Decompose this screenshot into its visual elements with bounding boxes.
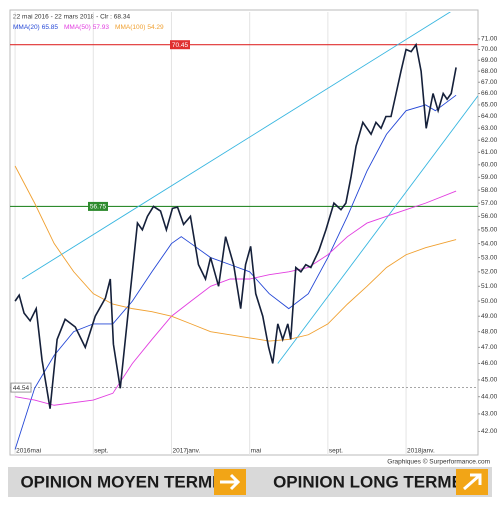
opinion-bar (8, 467, 492, 497)
y-tick-label: 66.00 (481, 90, 498, 97)
x-tick-label: sept. (329, 448, 343, 455)
legend-name: MMA(100) (115, 24, 145, 31)
y-tick-label: 52.00 (481, 268, 498, 275)
y-tick-label: 62.00 (481, 137, 498, 144)
legend-value: 54.29 (147, 24, 164, 31)
level-label-box (10, 382, 32, 393)
y-tick-label: 54.00 (481, 240, 498, 247)
opinion-mid: OPINION MOYEN TERME (20, 472, 223, 491)
y-tick-label: 63.00 (481, 125, 498, 132)
price-line (14, 42, 457, 409)
y-tick-label: 53.00 (481, 254, 498, 261)
y-tick-label: 64.00 (481, 113, 498, 120)
arrow-icon (220, 473, 241, 491)
y-tick-label: 65.00 (481, 102, 498, 109)
y-tick-label: 43.00 (481, 411, 498, 418)
y-tick-label: 51.00 (481, 283, 498, 290)
y-tick-label: 45.00 (481, 377, 498, 384)
y-tick-label: 68.00 (481, 68, 498, 75)
x-tick-label: 2017janv. (172, 448, 200, 455)
plot-frame (9, 9, 479, 456)
y-tick-label: 42.00 (481, 428, 498, 435)
y-tick-label: 70.00 (481, 46, 498, 53)
x-tick-label: 2018janv. (407, 448, 435, 455)
y-tick-label: 44.00 (481, 393, 498, 400)
y-tick-label: 47.00 (481, 344, 498, 351)
y-tick-label: 67.00 (481, 79, 498, 86)
legend-value: 65.85 (42, 24, 59, 31)
level-label: 70.45 (172, 42, 189, 49)
x-tick-label: mai (251, 448, 261, 455)
trend-line (21, 12, 451, 280)
opinion-long: OPINION LONG TERME (273, 472, 463, 491)
legend-value: 57.93 (93, 24, 110, 31)
y-tick-label: 50.00 (481, 298, 498, 305)
y-tick-label: 71.00 (481, 36, 498, 43)
level-label-box (170, 40, 190, 50)
legend-name: MMA(20) (13, 24, 40, 31)
plot (10, 12, 478, 450)
y-tick-label: 61.00 (481, 149, 498, 156)
level-label: 44.54 (13, 385, 30, 392)
y-tick-label: 69.00 (481, 57, 498, 64)
x-tick-label: sept. (94, 448, 108, 455)
chart-title: 22 mai 2016 - 22 mars 2018 - Clr : 68.34 (13, 14, 130, 21)
y-tick-label: 46.00 (481, 360, 498, 367)
legend: MMA(20) 65.85 MMA(50) 57.93 MMA(100) 54.29 (13, 24, 164, 31)
y-tick-label: 58.00 (481, 187, 498, 194)
y-tick-label: 60.00 (481, 161, 498, 168)
y-tick-label: 57.00 (481, 200, 498, 207)
moving-average (14, 165, 457, 342)
y-tick-label: 55.00 (481, 227, 498, 234)
moving-average (15, 190, 457, 406)
y-tick-label: 48.00 (481, 328, 498, 335)
level-label: 56.75 (90, 204, 107, 211)
y-tick-label: 59.00 (481, 174, 498, 181)
trend-line (277, 95, 478, 364)
x-tick-label: 2016mai (16, 448, 41, 455)
arrow-icon (463, 473, 482, 491)
level-label-box (88, 201, 108, 211)
legend-name: MMA(50) (64, 24, 91, 31)
y-tick-label: 56.00 (481, 213, 498, 220)
y-tick-label: 49.00 (481, 313, 498, 320)
source: Graphiques © Surperformance.com (387, 458, 490, 466)
